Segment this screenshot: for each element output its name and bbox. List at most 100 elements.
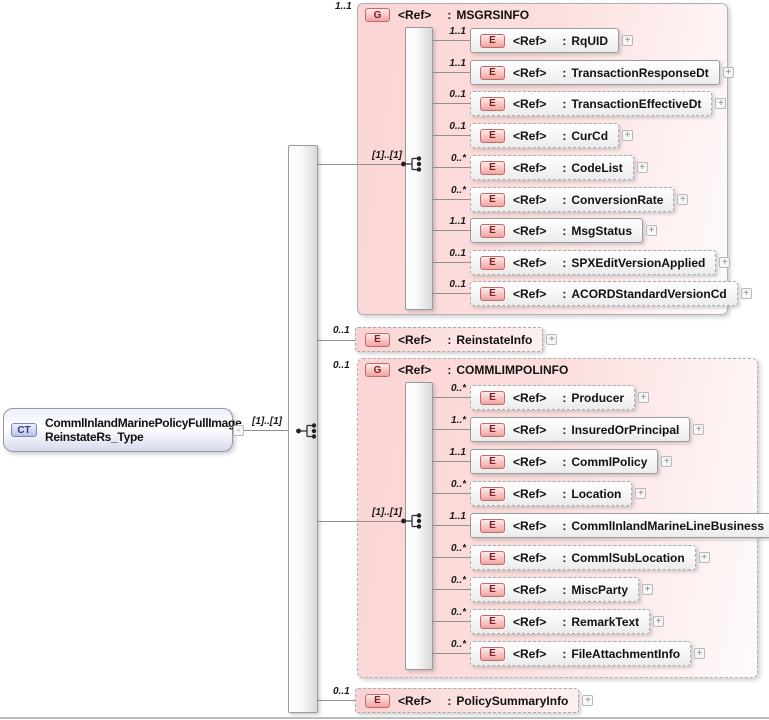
ref-label: <Ref> [513,390,547,405]
element-box-commlpolicy[interactable]: E <Ref> : CommlPolicy [470,449,659,474]
connector-line [433,293,470,294]
pane-bottom-edge [0,717,769,719]
expand-button[interactable]: + [646,225,658,236]
expand-button[interactable]: + [698,552,710,563]
expand-button[interactable]: + [635,488,647,499]
element-name: ConversionRate [571,192,664,207]
expand-button[interactable]: + [715,98,727,109]
cardinality-label: 0..1 [449,248,466,259]
colon: : [447,332,452,347]
expand-button[interactable]: + [622,35,634,46]
colon: : [562,582,567,597]
element-box-fileattachmentinfo[interactable]: E <Ref> : FileAttachmentInfo [470,641,692,666]
element-box-location[interactable]: E <Ref> : Location [470,481,633,506]
element-box-insuredorprincipal[interactable]: E <Ref> : InsuredOrPrincipal [470,417,691,442]
expand-button[interactable]: + [622,130,634,141]
colon: : [562,486,567,501]
element-box-transactionresponsedt[interactable]: E <Ref> : TransactionResponseDt [470,60,720,85]
connector-line [433,557,470,558]
group-header-commlimpolinfo: G <Ref> : COMMLIMPOLINFO [365,363,568,377]
ref-label: <Ref> [513,646,547,661]
colon: : [562,128,567,143]
element-name: ACORDStandardVersionCd [571,286,727,301]
ref-label: <Ref> [513,96,547,111]
expand-button[interactable]: + [582,695,594,706]
colon: : [562,255,567,270]
connector-line [318,700,355,701]
colon: : [562,65,567,80]
cardinality-label: [1]..[1] [372,150,402,161]
ref-label: <Ref> [398,363,432,377]
expand-button[interactable]: + [722,67,734,78]
expand-button[interactable]: + [636,162,648,173]
element-name: CommlSubLocation [571,550,685,565]
colon: : [562,192,567,207]
colon: : [562,223,567,238]
element-box-conversionrate[interactable]: E <Ref> : ConversionRate [470,187,675,212]
ref-label: <Ref> [513,286,547,301]
ref-label: <Ref> [513,422,547,437]
element-box-rquid[interactable]: E <Ref> : RqUID [470,28,620,53]
expand-button[interactable]: + [653,616,665,627]
collapse-button[interactable]: - [233,425,244,436]
element-box-reinstateinfo[interactable]: E <Ref> : ReinstateInfo [355,327,544,352]
sequence-icon[interactable] [400,512,426,530]
colon: : [562,518,567,533]
element-row: E <Ref> : SPXEditVersionApplied + [470,250,731,275]
element-box-curcd[interactable]: E <Ref> : CurCd [470,123,620,148]
element-row: E <Ref> : PolicySummaryInfo + [355,688,594,713]
expand-button[interactable]: + [677,194,689,205]
connector-line [318,340,355,341]
element-box-codelist[interactable]: E <Ref> : CodeList [470,155,634,180]
expand-button[interactable]: + [694,648,706,659]
connector-line [433,40,470,41]
group-name: MSGRSINFO [456,8,530,22]
element-box-acordstandardversioncd[interactable]: E <Ref> : ACORDStandardVersionCd [470,281,738,306]
element-box-miscparty[interactable]: E <Ref> : MiscParty [470,577,640,602]
element-box-policysummaryinfo[interactable]: E <Ref> : PolicySummaryInfo [355,688,580,713]
connector-line [433,397,470,398]
sequence-icon[interactable] [400,155,426,173]
element-badge-icon: E [480,160,505,175]
element-row: E <Ref> : RemarkText + [470,609,665,634]
sequence-icon[interactable] [295,422,321,440]
element-name: CodeList [571,160,623,175]
expand-button[interactable]: + [719,257,731,268]
element-box-commlinlandmarinelinebusiness[interactable]: E <Ref> : CommlInlandMarineLineBusiness [470,513,769,538]
element-row: E <Ref> : TransactionEffectiveDt + [470,91,727,116]
element-name: MiscParty [571,582,629,597]
complex-type-box[interactable]: CT CommlInlandMarinePolicyFullImage Reins… [3,408,242,452]
colon: : [447,363,452,377]
expand-button[interactable]: + [740,288,752,299]
expand-button[interactable]: + [638,392,650,403]
element-box-msgstatus[interactable]: E <Ref> : MsgStatus [470,218,644,243]
ref-label: <Ref> [513,192,547,207]
element-name: MsgStatus [571,223,633,238]
expand-button[interactable]: + [661,456,673,467]
colon: : [562,286,567,301]
element-row: E <Ref> : CommlInlandMarineLineBusiness … [470,513,769,538]
colon: : [562,96,567,111]
connector-line [433,461,470,462]
cardinality-label: 1..1 [449,58,466,69]
colon: : [447,693,452,708]
complex-type-badge-icon: CT [11,423,37,437]
element-box-remarktext[interactable]: E <Ref> : RemarkText [470,609,651,634]
cardinality-label: 0..1 [449,89,466,100]
cardinality-label: 1..1 [335,1,352,12]
cardinality-label: 1..1 [449,26,466,37]
element-row: E <Ref> : Location + [470,481,647,506]
expand-button[interactable]: + [642,584,654,595]
ref-label: <Ref> [398,332,432,347]
expand-button[interactable]: + [693,424,705,435]
element-box-transactioneffectivedt[interactable]: E <Ref> : TransactionEffectiveDt [470,91,713,116]
element-row: E <Ref> : CodeList + [470,155,648,180]
expand-button[interactable]: + [546,334,558,345]
element-box-producer[interactable]: E <Ref> : Producer [470,385,636,410]
element-name: CommlPolicy [571,454,648,469]
element-box-commlsublocation[interactable]: E <Ref> : CommlSubLocation [470,545,696,570]
element-row: E <Ref> : CommlPolicy + [470,449,673,474]
element-name: TransactionResponseDt [571,65,709,80]
element-box-spxeditversionapplied[interactable]: E <Ref> : SPXEditVersionApplied [470,250,717,275]
